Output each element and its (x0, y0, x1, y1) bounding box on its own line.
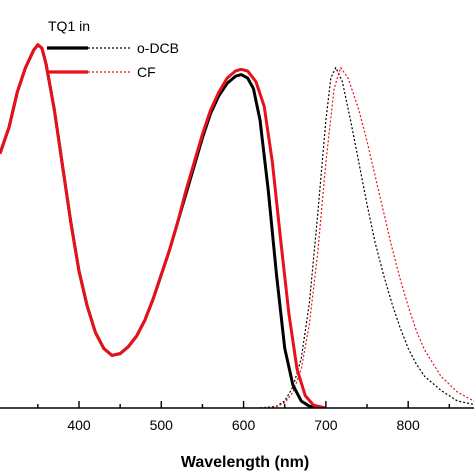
x-tick-label: 500 (150, 417, 174, 433)
legend-label-odcb: o-DCB (137, 40, 179, 56)
x-axis-ticks: 400 500 600 700 800 (37, 401, 451, 433)
series-line-absorption-cf (0, 43, 327, 408)
legend-title: TQ1 in (48, 18, 90, 34)
series-line-emission-cf (259, 66, 474, 408)
x-tick-label: 400 (67, 417, 91, 433)
series-layer (0, 43, 474, 408)
legend-label-cf: CF (137, 64, 156, 80)
x-tick-label: 600 (232, 417, 256, 433)
x-tick-label: 800 (396, 417, 420, 433)
legend: TQ1 in o-DCB CF (47, 18, 179, 80)
series-line-emission-o-dcb (259, 66, 474, 408)
x-axis-title: Wavelength (nm) (181, 454, 309, 471)
x-tick-label: 700 (314, 417, 338, 433)
series-line-absorption-o-dcb (0, 43, 318, 408)
